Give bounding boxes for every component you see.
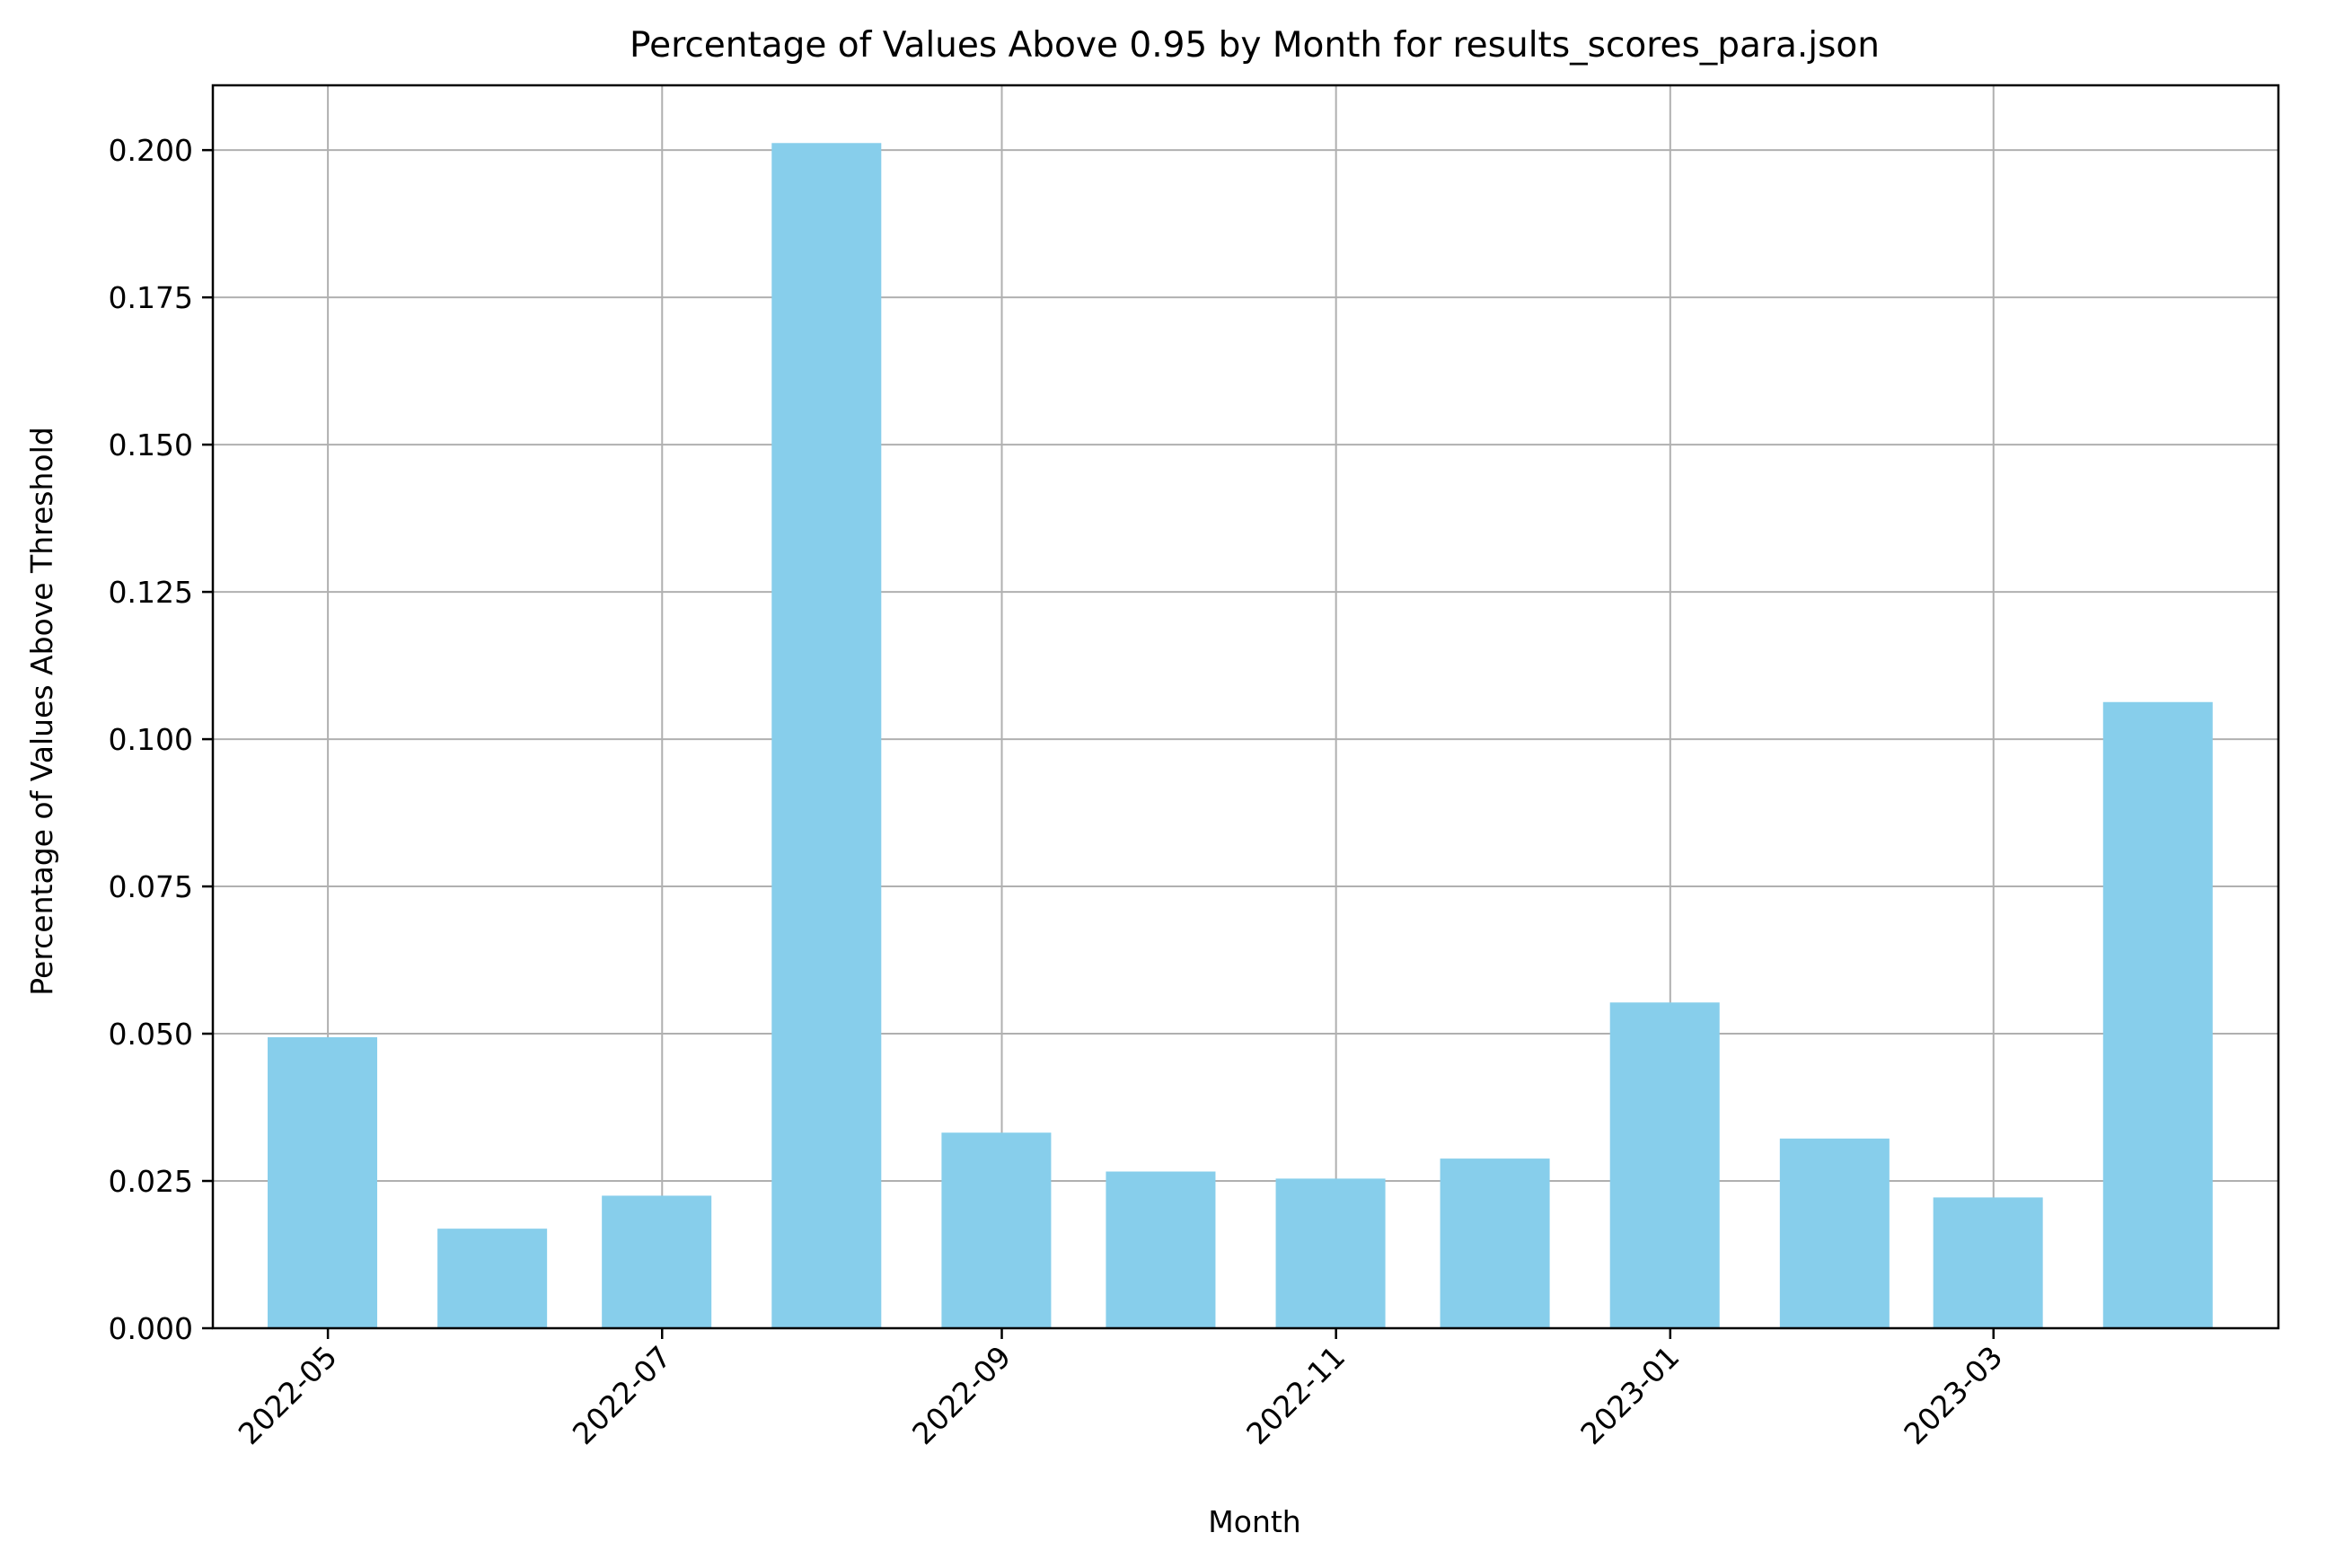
y-tick-label: 0.075 xyxy=(109,869,193,904)
bar-2022-12 xyxy=(1609,1002,1720,1328)
grid-lines xyxy=(213,85,2278,1329)
y-axis-ticks: 0.000 0.025 0.050 0.075 0.100 0.125 0.150 0.175… xyxy=(109,133,213,1346)
bar-2023-01 xyxy=(1779,1138,1890,1328)
plot-frame xyxy=(211,84,2280,1330)
bar-2022-09 xyxy=(1106,1171,1216,1328)
bar-2023-03 xyxy=(2102,701,2213,1328)
bar-2022-07 xyxy=(771,143,882,1329)
bar-2022-04 xyxy=(268,1036,378,1328)
y-axis-label: Percentage of Values Above Threshold xyxy=(24,427,59,995)
y-tick-label: 0.125 xyxy=(109,575,193,610)
y-tick-label: 0.175 xyxy=(109,280,193,315)
y-tick-label: 0.050 xyxy=(109,1017,193,1052)
bar-2022-10 xyxy=(1275,1178,1386,1328)
x-tick-label: 2023-03 xyxy=(1897,1339,2009,1451)
y-tick-label: 0.200 xyxy=(109,133,193,168)
chart-title: Percentage of Values Above 0.95 by Month… xyxy=(630,25,1880,66)
x-axis-ticks: 2022-05 2022-07 2022-09 2022-11 2023-01 2023-… xyxy=(232,1328,2009,1451)
bar-2022-06 xyxy=(602,1195,712,1328)
bar-group xyxy=(268,143,2213,1329)
y-tick-label: 0.000 xyxy=(109,1311,193,1346)
bar-2022-05 xyxy=(437,1229,548,1328)
x-tick-label: 2022-07 xyxy=(566,1339,678,1451)
x-tick-label: 2022-09 xyxy=(905,1339,1018,1451)
y-tick-label: 0.150 xyxy=(109,427,193,462)
bar-2022-08 xyxy=(941,1132,1052,1328)
y-tick-label: 0.100 xyxy=(109,722,193,757)
y-tick-label: 0.025 xyxy=(109,1164,193,1199)
x-tick-label: 2022-11 xyxy=(1239,1339,1352,1451)
x-tick-label: 2022-05 xyxy=(232,1339,344,1451)
x-tick-label: 2023-01 xyxy=(1573,1339,1686,1451)
bar-2022-11 xyxy=(1440,1158,1550,1328)
bar-2023-02 xyxy=(1933,1197,2043,1328)
x-axis-label: Month xyxy=(1208,1504,1300,1539)
